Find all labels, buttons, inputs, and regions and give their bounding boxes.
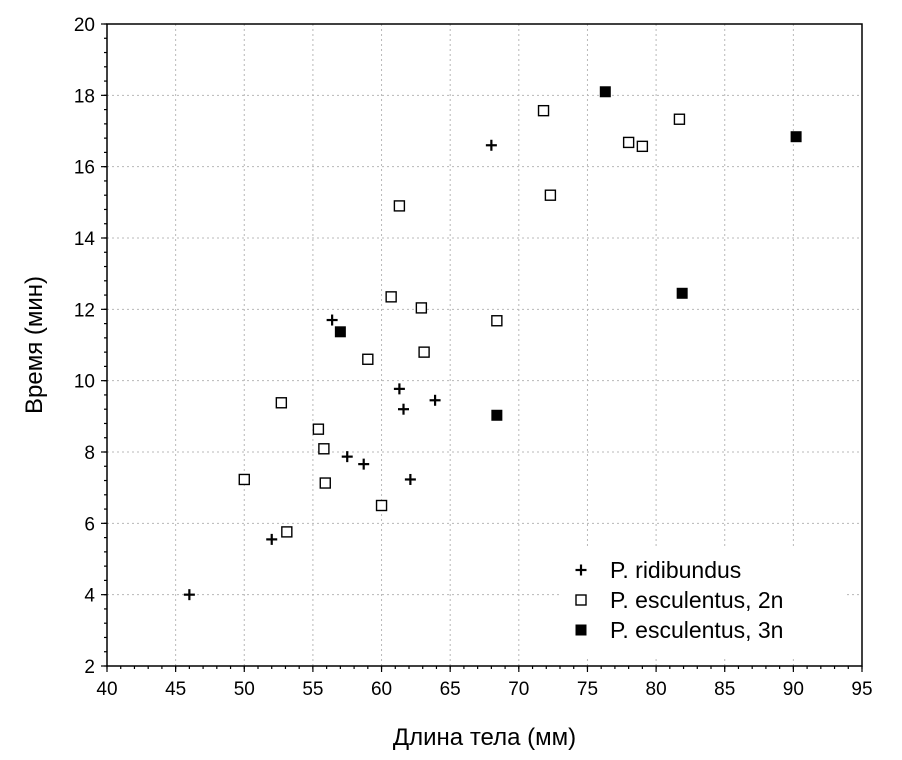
data-point [281, 526, 293, 538]
data-point [183, 589, 195, 601]
data-point [362, 353, 374, 365]
x-tick-label: 65 [440, 679, 461, 700]
data-point [404, 473, 416, 485]
data-point [393, 200, 406, 212]
legend-marker [575, 624, 587, 636]
legend-item: P. ridibundus [575, 557, 741, 583]
data-point [790, 131, 802, 143]
data-point [341, 451, 353, 463]
data-point [429, 394, 441, 406]
data-point [622, 136, 635, 149]
data-markers [183, 86, 802, 601]
legend-item: P. esculentus, 3n [575, 617, 783, 643]
legend-item: P. esculentus, 2n [575, 587, 783, 613]
y-tick-label: 8 [84, 443, 95, 464]
x-tick-label: 70 [508, 679, 529, 700]
data-point [636, 140, 649, 153]
plot-frame [106, 23, 863, 667]
y-tick-label: 10 [74, 372, 95, 393]
legend: P. ridibundus P. esculentus, 2n P. esculen… [560, 548, 845, 656]
x-axis-title: Длина тела (мм) [393, 724, 576, 751]
data-point [318, 443, 330, 455]
x-tick-label: 45 [165, 679, 186, 700]
data-point [385, 291, 397, 303]
data-point [358, 458, 370, 470]
legend-label: P. esculentus, 2n [610, 587, 783, 613]
x-tick-label: 40 [96, 679, 117, 700]
data-point [275, 397, 288, 409]
data-point [334, 326, 346, 338]
data-point [326, 314, 338, 326]
x-tick-label: 75 [577, 679, 598, 700]
data-point [393, 383, 405, 395]
series-1 [238, 104, 686, 538]
series-0 [183, 139, 497, 601]
data-point [418, 346, 430, 358]
y-tick-label: 18 [74, 86, 95, 107]
y-tick-label: 20 [74, 15, 95, 36]
legend-marker [575, 564, 587, 576]
grid-lines [107, 24, 862, 666]
x-tick-label: 80 [646, 679, 667, 700]
x-tick-label: 55 [302, 679, 323, 700]
y-tick-label: 14 [74, 229, 96, 250]
data-point [319, 477, 331, 489]
x-tick-label: 90 [783, 679, 804, 700]
legend-label: P. ridibundus [610, 557, 741, 583]
x-tick-label: 95 [851, 679, 872, 700]
legend-background [560, 548, 845, 656]
data-point [415, 302, 428, 314]
data-point [485, 139, 497, 151]
series-2 [334, 86, 802, 421]
x-tick-label: 60 [371, 679, 392, 700]
data-point [544, 189, 557, 201]
data-point [266, 533, 278, 545]
data-point [238, 473, 250, 486]
data-point [398, 403, 410, 415]
data-point [312, 423, 325, 435]
y-tick-label: 6 [84, 514, 95, 535]
y-tick-label: 12 [74, 300, 95, 321]
y-axis-title: Время (мин) [21, 276, 48, 414]
legend-label: P. esculentus, 3n [610, 617, 783, 643]
data-point [491, 409, 503, 421]
x-tick-label: 50 [234, 679, 255, 700]
data-point [673, 113, 686, 125]
y-tick-label: 4 [84, 586, 95, 607]
tick-labels: 40 45 50 55 60 65 70 75 80 85 90 95 2 4 6 8 10 12 14 16 18 20 [74, 15, 873, 700]
data-point [491, 315, 503, 327]
data-point [537, 104, 550, 117]
x-tick-label: 85 [714, 679, 735, 700]
data-point [599, 86, 611, 98]
legend-marker [575, 594, 587, 606]
y-tick-label: 16 [74, 158, 95, 179]
data-point [676, 287, 688, 299]
y-tick-label: 2 [84, 657, 95, 678]
data-point [375, 499, 388, 512]
